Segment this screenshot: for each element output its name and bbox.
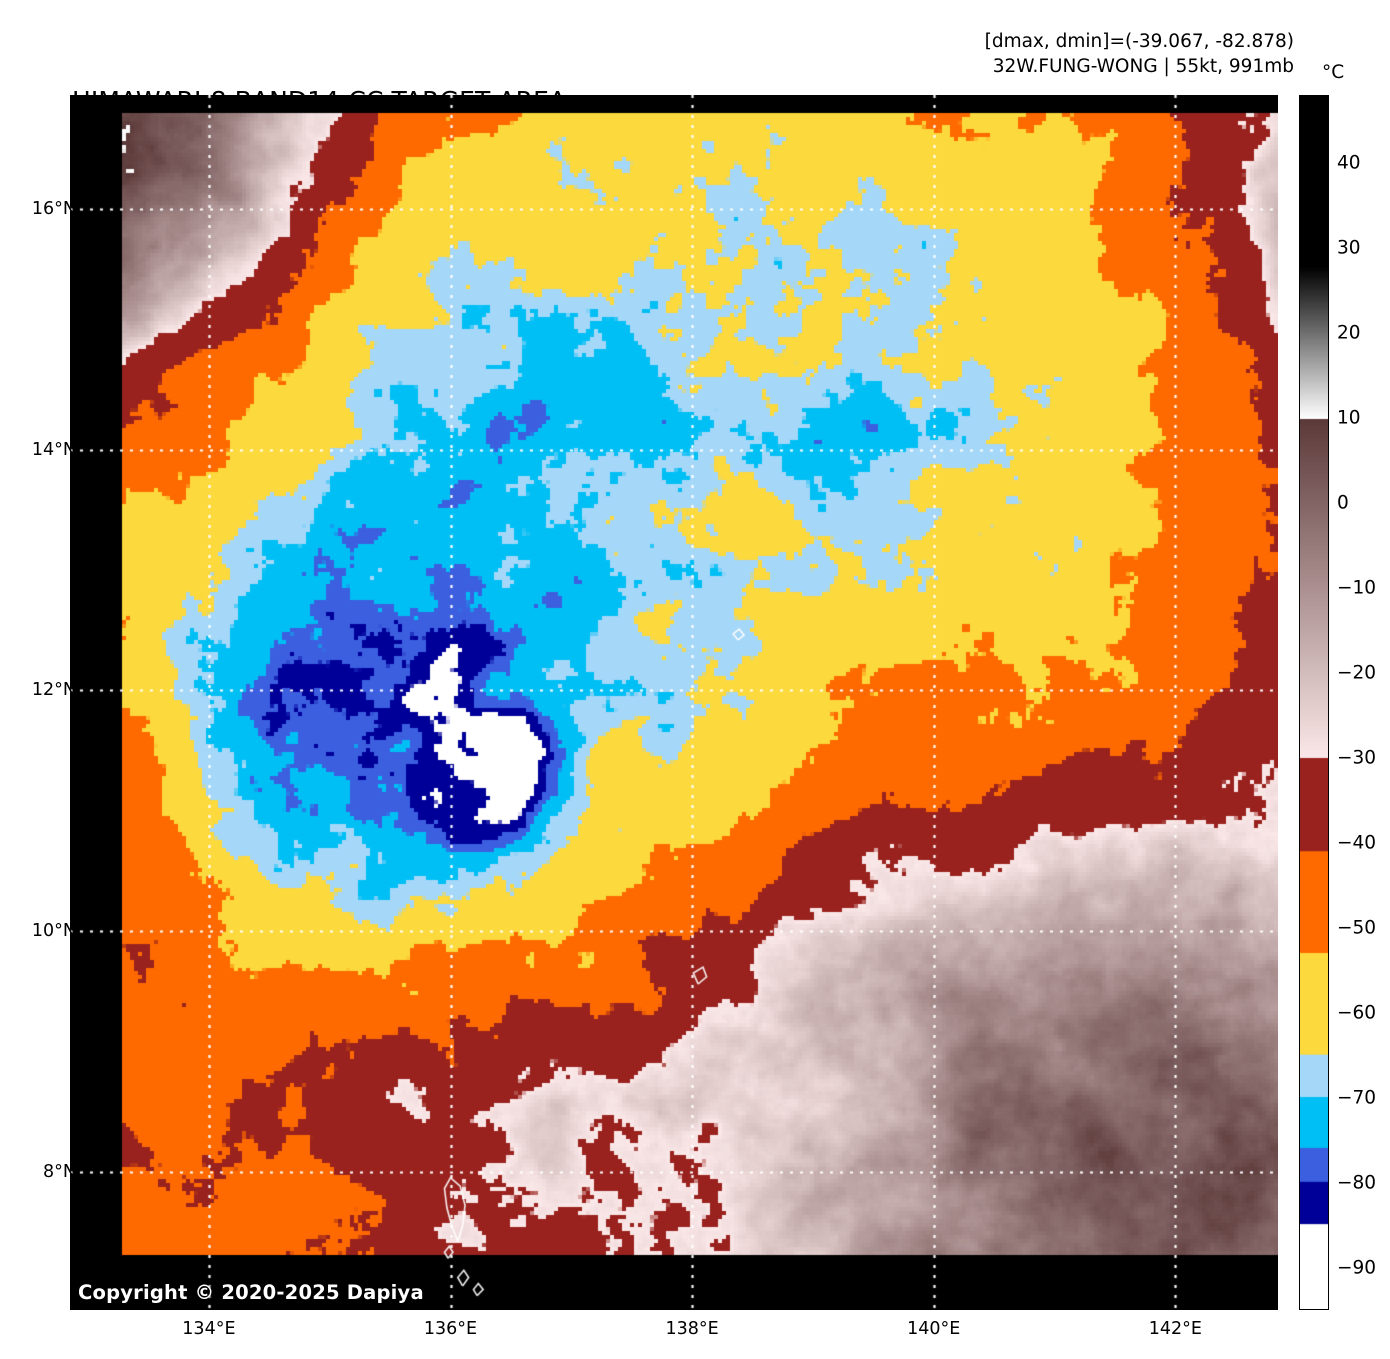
colorbar-gradient: [1299, 95, 1329, 1310]
lon-tick-label: 136°E: [423, 1319, 478, 1339]
metadata-block: [dmax, dmin]=(-39.067, -82.878) 32W.FUNG…: [985, 30, 1294, 79]
colorbar-tick-label: −50: [1337, 917, 1377, 939]
lat-lon-gridlines: [70, 95, 1278, 1310]
colorbar-tick-label: −60: [1337, 1002, 1377, 1024]
colorbar-tick-label: 40: [1337, 152, 1361, 174]
colorbar-tick-label: −80: [1337, 1172, 1377, 1194]
colorbar-tick-label: −10: [1337, 577, 1377, 599]
lon-tick-label: 140°E: [907, 1319, 961, 1339]
temperature-colorbar: [1299, 95, 1329, 1310]
lat-tick-label: 14°N: [31, 439, 76, 460]
lat-tick-label: 8°N: [43, 1161, 76, 1182]
lon-tick-label: 142°E: [1148, 1319, 1202, 1339]
lon-tick-label: 138°E: [665, 1319, 719, 1339]
colorbar-tick-label: −40: [1337, 832, 1377, 854]
dminmax-label: [dmax, dmin]=(-39.067, -82.878): [984, 31, 1294, 52]
colorbar-tick-label: 30: [1337, 237, 1361, 259]
lon-tick-label: 134°E: [182, 1319, 236, 1339]
lat-tick-label: 12°N: [31, 680, 76, 701]
copyright-notice: Copyright © 2020-2025 Dapiya: [78, 1281, 424, 1304]
satellite-plot-area: [70, 95, 1278, 1310]
colorbar-tick-label: 10: [1337, 407, 1361, 429]
colorbar-tick-label: −20: [1337, 662, 1377, 684]
colorbar-tick-label: 0: [1337, 492, 1349, 514]
lat-tick-label: 16°N: [31, 199, 76, 220]
colorbar-tick-label: −90: [1337, 1257, 1377, 1279]
colorbar-unit-label: °C: [1322, 62, 1345, 83]
storm-info-label: 32W.FUNG-WONG | 55kt, 991mb: [992, 55, 1294, 77]
colorbar-tick-label: −30: [1337, 747, 1377, 769]
colorbar-tick-label: −70: [1337, 1087, 1377, 1109]
lat-tick-label: 10°N: [31, 921, 76, 942]
colorbar-tick-label: 20: [1337, 322, 1361, 344]
